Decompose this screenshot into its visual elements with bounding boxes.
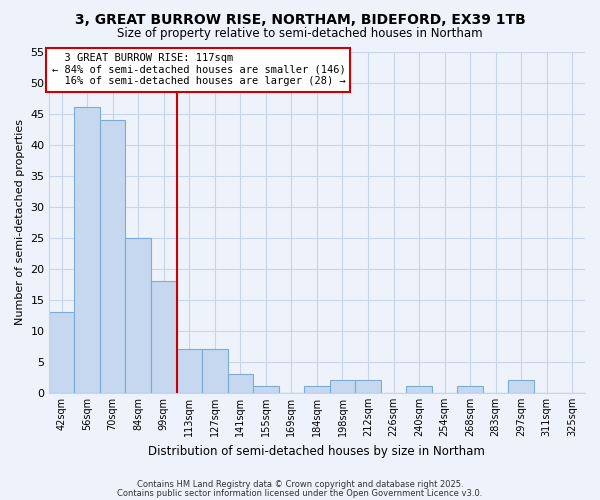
Bar	[100, 120, 125, 392]
Bar	[151, 281, 176, 392]
Bar	[406, 386, 432, 392]
Text: 3, GREAT BURROW RISE, NORTHAM, BIDEFORD, EX39 1TB: 3, GREAT BURROW RISE, NORTHAM, BIDEFORD,…	[74, 12, 526, 26]
Bar	[253, 386, 278, 392]
Text: Contains public sector information licensed under the Open Government Licence v3: Contains public sector information licen…	[118, 488, 482, 498]
Bar	[304, 386, 329, 392]
Bar	[457, 386, 483, 392]
Bar	[508, 380, 534, 392]
Bar	[329, 380, 355, 392]
Text: Size of property relative to semi-detached houses in Northam: Size of property relative to semi-detach…	[117, 28, 483, 40]
Text: Contains HM Land Registry data © Crown copyright and database right 2025.: Contains HM Land Registry data © Crown c…	[137, 480, 463, 489]
Bar	[227, 374, 253, 392]
Bar	[176, 349, 202, 393]
Text: 3 GREAT BURROW RISE: 117sqm
← 84% of semi-detached houses are smaller (146)
  16: 3 GREAT BURROW RISE: 117sqm ← 84% of sem…	[52, 53, 345, 86]
Bar	[49, 312, 74, 392]
X-axis label: Distribution of semi-detached houses by size in Northam: Distribution of semi-detached houses by …	[148, 444, 485, 458]
Bar	[74, 108, 100, 393]
Bar	[202, 349, 227, 393]
Bar	[355, 380, 381, 392]
Y-axis label: Number of semi-detached properties: Number of semi-detached properties	[15, 119, 25, 325]
Bar	[125, 238, 151, 392]
